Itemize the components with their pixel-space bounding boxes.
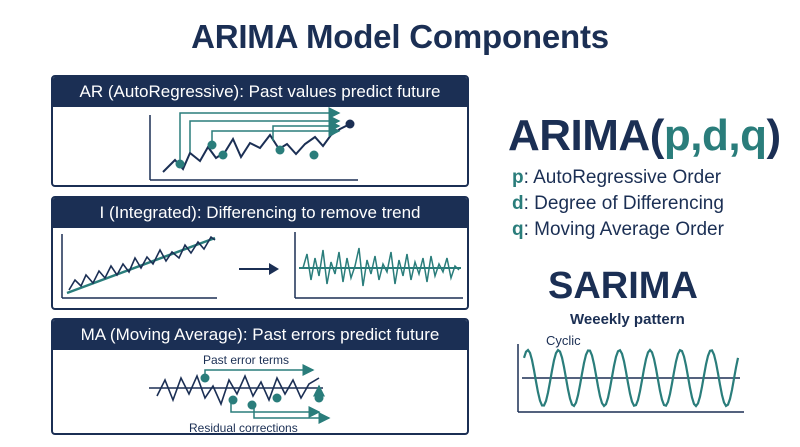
ar-panel: AR (AutoRegressive): Past values predict… — [51, 75, 469, 187]
param-p: p: AutoRegressive Order — [512, 167, 721, 189]
ar-panel-header: AR (AutoRegressive): Past values predict… — [53, 77, 467, 107]
ar-points — [175, 119, 355, 169]
ar-lag-arrows — [179, 107, 341, 164]
ma-points — [200, 373, 324, 410]
param-q: q: Moving Average Order — [512, 219, 724, 241]
ar-point — [275, 145, 285, 155]
ma-point — [228, 395, 238, 405]
param-q-key: q — [512, 219, 524, 240]
ar-series-line — [162, 123, 351, 173]
page-title: ARIMA Model Components — [191, 18, 609, 55]
ar-diagram — [149, 107, 358, 181]
arima-formula: ARIMA(p,d,q) — [508, 111, 781, 161]
ar-point — [309, 150, 319, 160]
i-arrow — [239, 263, 279, 275]
differenced-series-line — [302, 247, 460, 287]
sarima-subtitle: Weeekly pattern — [570, 311, 685, 328]
sarima-diagram: Cyclic — [517, 333, 744, 413]
ar-point — [175, 159, 185, 169]
ma-panel-header: MA (Moving Average): Past errors predict… — [53, 320, 467, 350]
i-diagram — [61, 232, 463, 299]
sarima-wave — [522, 348, 740, 408]
formula-suffix: ) — [766, 111, 781, 160]
trend-line — [66, 236, 216, 295]
ar-point — [207, 140, 217, 150]
ma-point — [200, 373, 210, 383]
i-panel-header: I (Integrated): Differencing to remove t… — [53, 198, 467, 228]
ma-top-label: Past error terms — [203, 353, 289, 367]
param-p-text: : AutoRegressive Order — [523, 167, 722, 188]
ar-point — [345, 119, 355, 129]
ma-bottom-label: Residual corrections — [189, 421, 298, 435]
cyclic-label: Cyclic — [546, 333, 581, 348]
ar-point — [218, 150, 228, 160]
ma-diagram: Past error terms Residual corrections — [149, 353, 331, 435]
ar-axes — [149, 115, 358, 181]
ma-series-line — [156, 373, 320, 407]
trend-series-line — [68, 235, 216, 291]
param-p-key: p — [512, 167, 524, 188]
param-d-text: : Degree of Differencing — [523, 193, 724, 214]
sarima-title: SARIMA — [548, 265, 698, 307]
ma-panel: MA (Moving Average): Past errors predict… — [51, 318, 469, 435]
sarima-axes — [517, 344, 744, 413]
differenced-axes — [294, 232, 463, 299]
ma-point — [247, 400, 257, 410]
formula-prefix: ARIMA( — [508, 111, 664, 160]
ma-point — [272, 393, 282, 403]
formula-params: p,d,q — [663, 111, 767, 160]
i-panel: I (Integrated): Differencing to remove t… — [51, 196, 469, 310]
param-q-text: : Moving Average Order — [523, 219, 724, 240]
trend-axes — [61, 234, 217, 299]
param-d-key: d — [512, 193, 524, 214]
param-d: d: Degree of Differencing — [512, 193, 724, 215]
ma-point — [314, 393, 324, 403]
